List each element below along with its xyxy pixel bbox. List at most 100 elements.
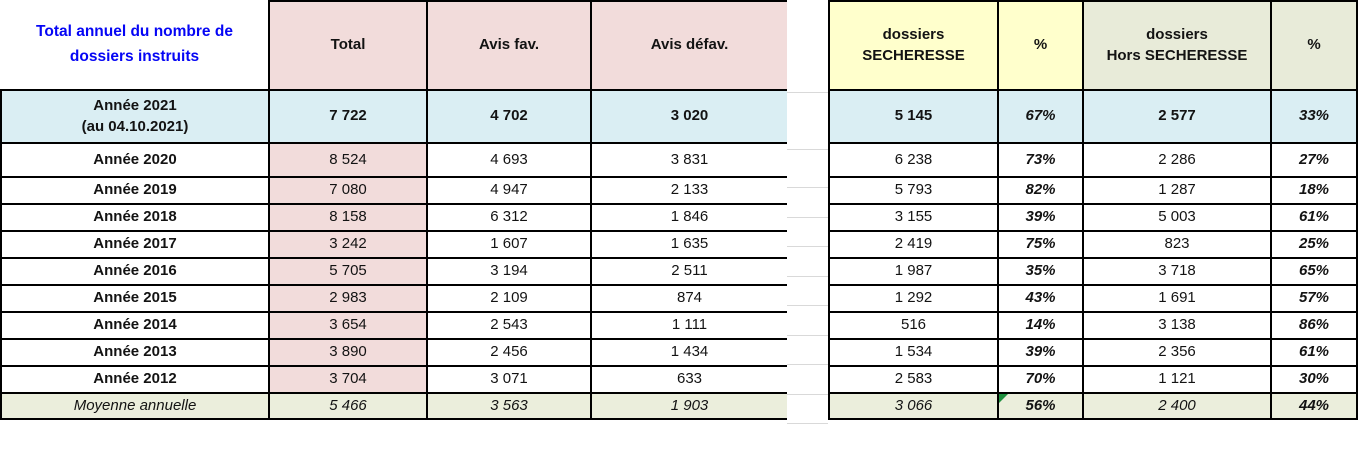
- secheresse-cell[interactable]: 3 066: [828, 392, 999, 420]
- total-cell[interactable]: 3 704: [268, 365, 428, 394]
- table-title-cell[interactable]: Total annuel du nombre de dossiers instr…: [1, 1, 269, 90]
- label-cell[interactable]: Année 2017: [0, 230, 270, 259]
- hors-secheresse-cell[interactable]: 823: [1082, 230, 1272, 259]
- fav-cell[interactable]: 2 543: [426, 311, 592, 340]
- secheresse-pct-cell[interactable]: 67%: [997, 89, 1084, 144]
- defav-cell[interactable]: 1 635: [590, 230, 789, 259]
- total-cell[interactable]: 8 524: [268, 142, 428, 178]
- fav-cell[interactable]: 2 456: [426, 338, 592, 367]
- header-dossiers-hors-secheresse[interactable]: dossiers Hors SECHERESSE: [1082, 0, 1272, 91]
- label-cell[interactable]: Moyenne annuelle: [0, 392, 270, 420]
- hors-secheresse-pct-cell[interactable]: 27%: [1270, 142, 1358, 178]
- total-cell[interactable]: 2 983: [268, 284, 428, 313]
- total-cell[interactable]: 7 722: [268, 89, 428, 144]
- total-cell[interactable]: 3 890: [268, 338, 428, 367]
- defav-cell[interactable]: 2 511: [590, 257, 789, 286]
- table-title: Total annuel du nombre de dossiers instr…: [36, 23, 233, 65]
- header-avis-defav[interactable]: Avis défav.: [590, 0, 789, 91]
- hors-secheresse-cell[interactable]: 3 138: [1082, 311, 1272, 340]
- secheresse-pct-cell[interactable]: 82%: [997, 176, 1084, 205]
- label-cell[interactable]: Année 2019: [0, 176, 270, 205]
- total-cell[interactable]: 3 654: [268, 311, 428, 340]
- total-cell[interactable]: 7 080: [268, 176, 428, 205]
- label-cell[interactable]: Année 2013: [0, 338, 270, 367]
- hors-secheresse-cell[interactable]: 2 400: [1082, 392, 1272, 420]
- secheresse-pct-cell[interactable]: 35%: [997, 257, 1084, 286]
- total-cell[interactable]: 3 242: [268, 230, 428, 259]
- defav-cell[interactable]: 3 831: [590, 142, 789, 178]
- hors-secheresse-cell[interactable]: 2 577: [1082, 89, 1272, 144]
- hors-secheresse-pct-cell[interactable]: 25%: [1270, 230, 1358, 259]
- label-cell[interactable]: Année 2018: [0, 203, 270, 232]
- label-cell[interactable]: Année 2012: [0, 365, 270, 394]
- hors-secheresse-pct-cell[interactable]: 57%: [1270, 284, 1358, 313]
- hors-secheresse-cell[interactable]: 1 691: [1082, 284, 1272, 313]
- defav-cell[interactable]: 1 903: [590, 392, 789, 420]
- hors-secheresse-pct-cell[interactable]: 30%: [1270, 365, 1358, 394]
- fav-cell[interactable]: 1 607: [426, 230, 592, 259]
- hors-secheresse-pct-cell[interactable]: 65%: [1270, 257, 1358, 286]
- secheresse-pct-cell[interactable]: 70%: [997, 365, 1084, 394]
- hors-secheresse-cell[interactable]: 2 286: [1082, 142, 1272, 178]
- hors-secheresse-cell[interactable]: 5 003: [1082, 203, 1272, 232]
- secheresse-pct-cell[interactable]: 39%: [997, 338, 1084, 367]
- label-cell[interactable]: Année 2021 (au 04.10.2021): [0, 89, 270, 144]
- secheresse-pct-cell[interactable]: 73%: [997, 142, 1084, 178]
- label-cell[interactable]: Année 2014: [0, 311, 270, 340]
- label-cell[interactable]: Année 2015: [0, 284, 270, 313]
- defav-cell[interactable]: 874: [590, 284, 789, 313]
- secheresse-cell[interactable]: 2 419: [828, 230, 999, 259]
- secheresse-cell[interactable]: 3 155: [828, 203, 999, 232]
- hors-secheresse-pct-cell[interactable]: 61%: [1270, 338, 1358, 367]
- fav-cell[interactable]: 3 071: [426, 365, 592, 394]
- secheresse-pct-cell[interactable]: 56%: [997, 392, 1084, 420]
- secheresse-cell[interactable]: 516: [828, 311, 999, 340]
- defav-cell[interactable]: 3 020: [590, 89, 789, 144]
- fav-cell[interactable]: 2 109: [426, 284, 592, 313]
- defav-cell[interactable]: 633: [590, 365, 789, 394]
- fav-cell[interactable]: 4 947: [426, 176, 592, 205]
- secheresse-pct-cell[interactable]: 43%: [997, 284, 1084, 313]
- header-avis-fav[interactable]: Avis fav.: [426, 0, 592, 91]
- header-secheresse-pct[interactable]: %: [997, 0, 1084, 91]
- secheresse-cell[interactable]: 6 238: [828, 142, 999, 178]
- label-cell[interactable]: Année 2016: [0, 257, 270, 286]
- label-cell[interactable]: Année 2020: [0, 142, 270, 178]
- secheresse-cell[interactable]: 1 292: [828, 284, 999, 313]
- hors-secheresse-pct-cell[interactable]: 44%: [1270, 392, 1358, 420]
- table-row: Année 2012 3 704 3 071 633: [0, 365, 789, 394]
- defav-cell[interactable]: 1 846: [590, 203, 789, 232]
- total-cell[interactable]: 8 158: [268, 203, 428, 232]
- hors-secheresse-cell[interactable]: 1 121: [1082, 365, 1272, 394]
- hors-secheresse-pct-cell[interactable]: 86%: [1270, 311, 1358, 340]
- fav-cell[interactable]: 3 194: [426, 257, 592, 286]
- total-cell[interactable]: 5 705: [268, 257, 428, 286]
- hors-secheresse-cell[interactable]: 2 356: [1082, 338, 1272, 367]
- hors-secheresse-cell[interactable]: 1 287: [1082, 176, 1272, 205]
- hors-secheresse-pct-cell[interactable]: 18%: [1270, 176, 1358, 205]
- secheresse-cell[interactable]: 1 534: [828, 338, 999, 367]
- fav-cell[interactable]: 6 312: [426, 203, 592, 232]
- header-total[interactable]: Total: [268, 0, 428, 91]
- defav-cell[interactable]: 2 133: [590, 176, 789, 205]
- secheresse-cell[interactable]: 5 145: [828, 89, 999, 144]
- secheresse-pct-cell[interactable]: 39%: [997, 203, 1084, 232]
- hors-secheresse-cell[interactable]: 3 718: [1082, 257, 1272, 286]
- header-hors-secheresse-pct[interactable]: %: [1270, 0, 1358, 91]
- fav-cell[interactable]: 4 693: [426, 142, 592, 178]
- defav-cell[interactable]: 1 434: [590, 338, 789, 367]
- fav-cell[interactable]: 3 563: [426, 392, 592, 420]
- spacer-gridline: [787, 277, 828, 306]
- hors-secheresse-pct-cell[interactable]: 61%: [1270, 203, 1358, 232]
- fav-cell[interactable]: 4 702: [426, 89, 592, 144]
- secheresse-cell[interactable]: 5 793: [828, 176, 999, 205]
- secheresse-cell[interactable]: 1 987: [828, 257, 999, 286]
- hors-secheresse-pct-cell[interactable]: 33%: [1270, 89, 1358, 144]
- secheresse-cell[interactable]: 2 583: [828, 365, 999, 394]
- defav-cell[interactable]: 1 111: [590, 311, 789, 340]
- total-cell[interactable]: 5 466: [268, 392, 428, 420]
- spacer-gridline: [787, 150, 828, 188]
- secheresse-pct-cell[interactable]: 14%: [997, 311, 1084, 340]
- header-dossiers-secheresse[interactable]: dossiers SECHERESSE: [828, 0, 999, 91]
- secheresse-pct-cell[interactable]: 75%: [997, 230, 1084, 259]
